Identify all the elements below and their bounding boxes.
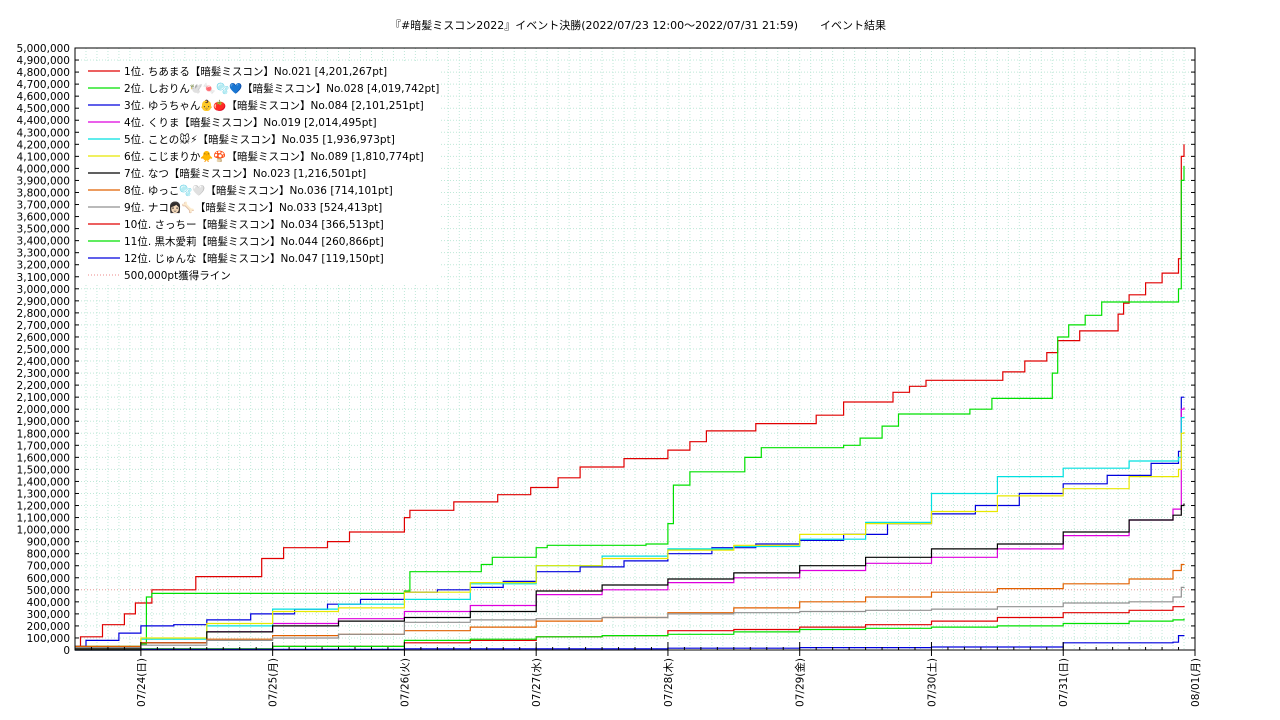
y-tick-label: 2,900,000	[17, 296, 70, 308]
y-tick-label: 4,300,000	[17, 127, 70, 139]
y-tick-label: 3,000,000	[17, 284, 70, 296]
y-tick-label: 3,800,000	[17, 187, 70, 199]
y-tick-label: 2,300,000	[17, 368, 70, 380]
y-tick-label: 2,800,000	[17, 308, 70, 320]
legend-background	[80, 62, 440, 284]
series-line-7	[75, 503, 1185, 650]
y-tick-label: 4,100,000	[17, 151, 70, 163]
y-tick-label: 2,400,000	[17, 356, 70, 368]
y-tick-label: 3,300,000	[17, 248, 70, 260]
chart-title: 『#暗髪ミスコン2022』イベント決勝(2022/07/23 12:00～202…	[390, 18, 798, 32]
legend-entry-5: 5位. ことの🐭⚡【暗髪ミスコン】No.035 [1,936,973pt]	[124, 133, 395, 146]
y-tick-label: 600,000	[27, 573, 70, 585]
legend-entry-4: 4位. くりま【暗髪ミスコン】No.019 [2,014,495pt]	[124, 116, 377, 129]
y-axis: 0100,000200,000300,000400,000500,000600,…	[17, 43, 1195, 657]
y-tick-label: 500,000	[27, 585, 70, 597]
y-tick-label: 1,600,000	[17, 452, 70, 464]
series-line-5	[75, 416, 1185, 649]
y-tick-label: 3,200,000	[17, 260, 70, 272]
legend-entry-1: 1位. ちあまる【暗髪ミスコン】No.021 [4,201,267pt]	[124, 65, 387, 78]
x-tick-label: 08/01(月)	[1190, 658, 1202, 707]
legend-entry-13: 500,000pt獲得ライン	[124, 269, 231, 282]
series-group	[75, 144, 1185, 651]
legend: 1位. ちあまる【暗髪ミスコン】No.021 [4,201,267pt] 2位. …	[80, 62, 440, 284]
series-line-6	[75, 432, 1185, 650]
y-tick-label: 700,000	[27, 561, 70, 573]
y-tick-label: 200,000	[27, 621, 70, 633]
y-tick-label: 100,000	[27, 633, 70, 645]
series-line-2	[75, 166, 1185, 647]
series-line-9	[75, 586, 1185, 649]
y-tick-label: 1,700,000	[17, 440, 70, 452]
x-tick-label: 07/29(金)	[794, 658, 807, 707]
legend-entry-2: 2位. しおりん🕊️🍬🫧💙【暗髪ミスコン】No.028 [4,019,742pt…	[124, 82, 439, 95]
x-tick-label: 07/26(火)	[399, 658, 411, 707]
y-tick-label: 1,800,000	[17, 428, 70, 440]
x-tick-label: 07/27(水)	[531, 658, 543, 707]
x-tick-label: 07/31(日)	[1058, 658, 1070, 707]
y-tick-label: 800,000	[27, 549, 70, 561]
y-tick-label: 3,100,000	[17, 272, 70, 284]
series-line-3	[75, 396, 1185, 647]
legend-entry-11: 11位. 黒木愛莉【暗髪ミスコン】No.044 [260,866pt]	[124, 235, 384, 248]
x-tick-label: 07/25(月)	[268, 658, 280, 707]
y-tick-label: 400,000	[27, 597, 70, 609]
chart-subtitle: イベント結果	[820, 18, 886, 32]
y-tick-label: 2,600,000	[17, 332, 70, 344]
x-tick-label: 07/24(日)	[136, 658, 148, 707]
y-tick-label: 1,400,000	[17, 476, 70, 488]
series-line-1	[75, 144, 1185, 650]
x-tick-label: 07/28(木)	[663, 658, 675, 707]
legend-entry-10: 10位. さっちー【暗髪ミスコン】No.034 [366,513pt]	[124, 218, 384, 231]
y-tick-label: 4,900,000	[17, 55, 70, 67]
y-tick-label: 4,500,000	[17, 103, 70, 115]
y-tick-label: 3,500,000	[17, 224, 70, 236]
y-tick-label: 4,600,000	[17, 91, 70, 103]
y-tick-label: 2,500,000	[17, 344, 70, 356]
series-line-10	[75, 605, 1185, 651]
y-tick-label: 0	[63, 645, 70, 657]
legend-entry-6: 6位. こじまりか🐥🍄【暗髪ミスコン】No.089 [1,810,774pt]	[124, 150, 424, 163]
y-tick-label: 4,200,000	[17, 139, 70, 151]
y-tick-label: 1,200,000	[17, 501, 70, 513]
y-tick-label: 5,000,000	[17, 43, 70, 55]
y-tick-label: 3,400,000	[17, 236, 70, 248]
legend-entry-7: 7位. なつ【暗髪ミスコン】No.023 [1,216,501pt]	[124, 167, 366, 180]
legend-entry-8: 8位. ゆっこ🫧🤍【暗髪ミスコン】No.036 [714,101pt]	[124, 184, 393, 197]
x-axis: 07/24(日) 07/25(月) 07/26(火) 07/27(水) 07/28(木)…	[74, 642, 1202, 707]
legend-entry-9: 9位. ナコ👩🏻🦴【暗髪ミスコン】No.033 [524,413pt]	[124, 201, 382, 214]
y-tick-label: 4,400,000	[17, 115, 70, 127]
y-tick-label: 900,000	[27, 537, 70, 549]
y-tick-label: 1,000,000	[17, 525, 70, 537]
x-tick-label: 07/30(土)	[925, 658, 938, 707]
y-tick-label: 3,900,000	[17, 175, 70, 187]
y-tick-label: 1,500,000	[17, 464, 70, 476]
y-tick-label: 3,600,000	[17, 212, 70, 224]
y-tick-label: 1,900,000	[17, 416, 70, 428]
y-tick-label: 4,800,000	[17, 67, 70, 79]
y-tick-label: 300,000	[27, 609, 70, 621]
legend-entry-12: 12位. じゅんな【暗髪ミスコン】No.047 [119,150pt]	[124, 252, 384, 265]
y-tick-label: 1,100,000	[17, 513, 70, 525]
legend-entry-3: 3位. ゆうちゃん👶🍅【暗髪ミスコン】No.084 [2,101,251pt]	[124, 99, 424, 112]
y-tick-label: 2,000,000	[17, 404, 70, 416]
y-tick-label: 2,100,000	[17, 392, 70, 404]
y-tick-label: 4,000,000	[17, 163, 70, 175]
y-tick-label: 2,200,000	[17, 380, 70, 392]
series-line-4	[75, 407, 1185, 650]
y-tick-label: 4,700,000	[17, 79, 70, 91]
y-tick-label: 3,700,000	[17, 200, 70, 212]
y-tick-label: 2,700,000	[17, 320, 70, 332]
y-tick-label: 1,300,000	[17, 488, 70, 500]
